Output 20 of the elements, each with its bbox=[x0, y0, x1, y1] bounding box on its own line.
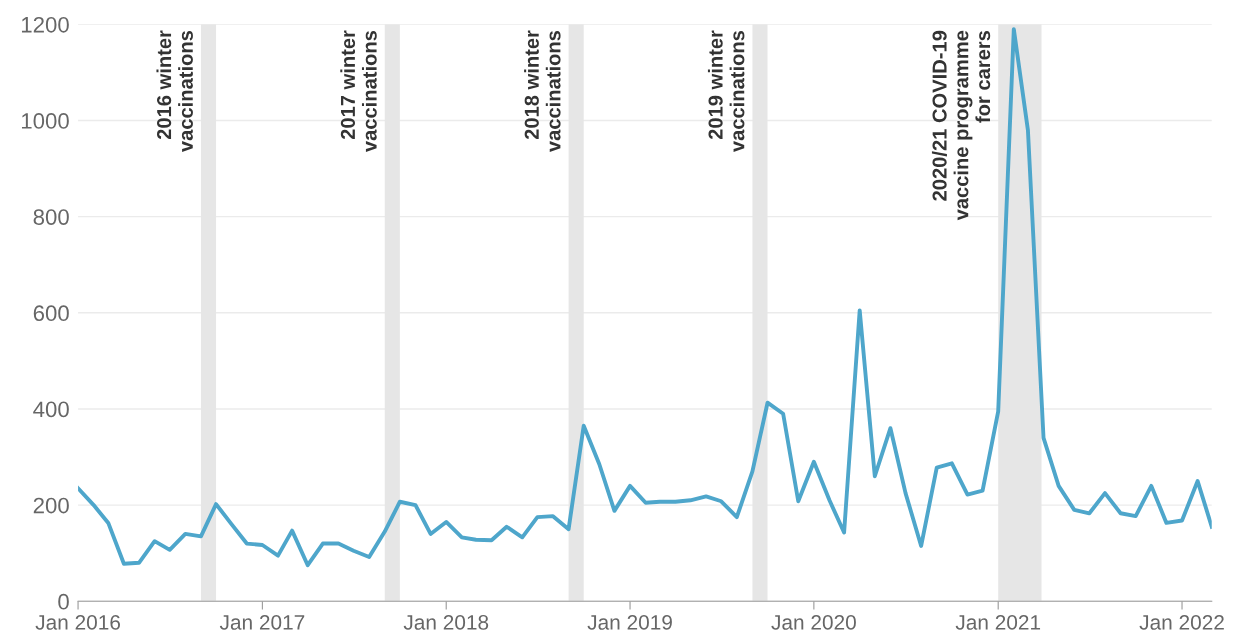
y-tick-label: 1000 bbox=[21, 113, 69, 129]
x-tick-label: Jan 2020 bbox=[771, 615, 856, 630]
band-label: 2020/21 COVID-19 vaccine programme for carers bbox=[931, 30, 991, 221]
band-label: 2016 winter vaccinations bbox=[156, 30, 193, 153]
x-tick-label: Jan 2022 bbox=[1139, 615, 1224, 630]
y-tick-label: 600 bbox=[33, 305, 69, 322]
y-tick-label: 400 bbox=[33, 401, 69, 418]
y-tick-label: 0 bbox=[58, 593, 69, 610]
x-tick-label: Jan 2017 bbox=[219, 615, 305, 630]
x-tick-label: Jan 2018 bbox=[403, 615, 489, 630]
band-label: 2018 winter vaccinations bbox=[524, 30, 561, 153]
band-label: 2019 winter vaccinations bbox=[707, 30, 745, 153]
x-tick-label: Jan 2021 bbox=[955, 615, 1041, 630]
y-tick-label: 200 bbox=[33, 497, 69, 514]
x-tick-label: Jan 2019 bbox=[587, 615, 672, 630]
line-series bbox=[78, 27, 1212, 568]
band-label: 2017 winter vaccinations bbox=[340, 30, 377, 153]
y-tick-label: 800 bbox=[33, 209, 69, 225]
x-tick-label: Jan 2016 bbox=[35, 615, 121, 630]
y-tick-label: 1200 bbox=[21, 16, 69, 33]
